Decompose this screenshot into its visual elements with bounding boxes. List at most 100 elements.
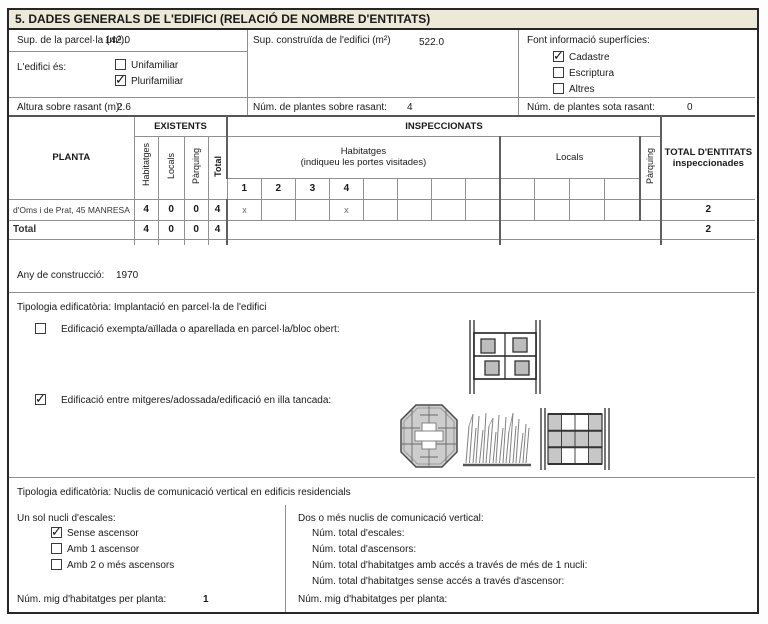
- checkbox-plurifamiliar[interactable]: [115, 72, 126, 88]
- door-number: [362, 177, 398, 200]
- divider: [9, 97, 755, 98]
- door-visited[interactable]: [430, 198, 467, 221]
- col-total: Total: [207, 135, 228, 200]
- cell-total: 4: [207, 198, 228, 221]
- cell-total: 4: [207, 219, 228, 240]
- cell-habitatges: 4: [133, 219, 159, 240]
- checkbox-altres[interactable]: [553, 83, 564, 94]
- divider: [9, 292, 755, 293]
- checkbox-edificacio-mitgeres[interactable]: [35, 391, 46, 407]
- door-number: 3: [294, 177, 330, 200]
- cell-parquing-insp: [638, 198, 662, 221]
- door-visited[interactable]: x: [226, 198, 262, 221]
- checkbox-cadastre[interactable]: [553, 48, 564, 64]
- parcel-area-label: Sup. de la parcel·la (m²):: [17, 35, 128, 46]
- checkbox-unifamiliar[interactable]: [115, 59, 126, 70]
- cell-locals: 0: [157, 198, 185, 221]
- checkbox-escriptura[interactable]: [553, 67, 564, 78]
- construction-year-value[interactable]: 1970: [116, 270, 139, 281]
- cell-parquing: 0: [183, 198, 209, 221]
- planta-header: PLANTA: [9, 115, 135, 200]
- divider: [518, 30, 519, 115]
- source-info-label: Font informació superfícies:: [527, 35, 650, 46]
- door-visited[interactable]: [260, 198, 296, 221]
- checkbox-amb-2-ascensors-label: Amb 2 o més ascensors: [67, 560, 175, 571]
- checkbox-edificacio-exempta[interactable]: [35, 323, 46, 334]
- height-value[interactable]: 2.6: [117, 102, 131, 113]
- avg-dwellings-right-label: Núm. mig d'habitatges per planta:: [298, 594, 448, 605]
- checkbox-altres-label: Altres: [569, 84, 595, 95]
- door-number: 1: [227, 177, 262, 200]
- local-number: [604, 177, 640, 200]
- col-habitatges: Habitatges: [134, 135, 159, 200]
- closed-block-octagon-diagram: [400, 404, 458, 468]
- entities-table: PLANTA EXISTENTS INSPECCIONATS TOTAL D'E…: [9, 115, 755, 245]
- total-elevators-label: Núm. total d'ascensors:: [312, 544, 417, 555]
- avg-dwellings-left-value[interactable]: 1: [203, 594, 209, 605]
- floors-above-value[interactable]: 4: [407, 102, 413, 113]
- checkbox-edificacio-mitgeres-label: Edificació entre mitgeres/adossada/edifi…: [61, 395, 332, 406]
- height-label: Altura sobre rasant (m):: [17, 102, 123, 113]
- door-number: 2: [260, 177, 296, 200]
- door-visited[interactable]: [464, 198, 501, 221]
- typology-cores-title: Tipologia edificatòria: Nuclis de comuni…: [17, 487, 351, 498]
- door-visited[interactable]: [294, 198, 330, 221]
- checkbox-amb-2-ascensors[interactable]: [51, 559, 62, 570]
- door-number: 4: [328, 177, 364, 200]
- local-visited[interactable]: [498, 198, 536, 221]
- existents-header: EXISTENTS: [133, 115, 228, 137]
- checkbox-edificacio-exempta-label: Edificació exempta/aïllada o aparellada …: [61, 324, 340, 335]
- checkbox-cadastre-label: Cadastre: [569, 52, 610, 63]
- checkbox-unifamiliar-label: Unifamiliar: [131, 60, 179, 71]
- checkbox-amb-1-ascensor[interactable]: [51, 543, 62, 554]
- floors-below-value[interactable]: 0: [687, 102, 693, 113]
- built-area-value[interactable]: 522.0: [419, 37, 445, 48]
- building-data-form: 5. DADES GENERALS DE L'EDIFICI (RELACIÓ …: [7, 8, 759, 614]
- door-number: [464, 177, 501, 200]
- habitatges-group-header: Habitatges (indiqueu les portes visitade…: [226, 135, 501, 179]
- checkbox-escriptura-label: Escriptura: [569, 68, 615, 79]
- locals-group-header: Locals: [498, 135, 641, 179]
- divider: [9, 51, 247, 52]
- divider: [247, 30, 248, 115]
- door-visited[interactable]: [396, 198, 432, 221]
- col-parquing: Pàrquing: [183, 135, 209, 200]
- parcel-area-value[interactable]: 142.0: [105, 35, 131, 46]
- total-entitats-header: TOTAL D'ENTITATS inspeccionades: [659, 115, 755, 200]
- local-number: [569, 177, 606, 200]
- row-houses-diagram: [463, 412, 531, 467]
- floors-above-label: Núm. de plantes sobre rasant:: [253, 102, 387, 113]
- checkbox-sense-ascensor[interactable]: [51, 524, 62, 540]
- built-area-label: Sup. construïda de l'edifici (m²): [253, 35, 391, 46]
- total-row-label: Total: [9, 219, 135, 240]
- table-row: d'Oms i de Prat, 45 MANRESA 4 0 0 4 x x …: [9, 198, 755, 221]
- cell-empty: [226, 219, 501, 240]
- single-core-heading: Un sol nucli d'escales:: [17, 513, 116, 524]
- section-title: 5. DADES GENERALS DE L'EDIFICI (RELACIÓ …: [9, 10, 757, 30]
- dwellings-no-elevator-label: Núm. total d'habitatges sense accés a tr…: [312, 576, 565, 587]
- dwellings-multi-core-label: Núm. total d'habitatges amb accés a trav…: [312, 560, 588, 571]
- door-visited[interactable]: x: [328, 198, 364, 221]
- typology-implantation-title: Tipologia edificatòria: Implantació en p…: [17, 302, 267, 313]
- local-visited[interactable]: [569, 198, 606, 221]
- construction-year-label: Any de construcció:: [17, 270, 105, 281]
- cell-habitatges: 4: [133, 198, 159, 221]
- local-number: [498, 177, 536, 200]
- local-visited[interactable]: [534, 198, 571, 221]
- table-total-row: Total 4 0 0 4 2: [9, 219, 755, 240]
- floors-below-label: Núm. de plantes sota rasant:: [527, 102, 655, 113]
- checkbox-amb-1-ascensor-label: Amb 1 ascensor: [67, 544, 140, 555]
- door-number: [396, 177, 432, 200]
- divider: [9, 477, 755, 478]
- cell-total-inspected: 2: [659, 198, 755, 221]
- multi-core-heading: Dos o més nuclis de comunicació vertical…: [298, 513, 484, 524]
- cell-empty: [498, 219, 662, 240]
- col-locals: Locals: [157, 135, 185, 200]
- table-stub-row: [9, 238, 755, 245]
- checkbox-sense-ascensor-label: Sense ascensor: [67, 528, 139, 539]
- door-visited[interactable]: [362, 198, 398, 221]
- divider: [285, 505, 286, 612]
- col-parquing-insp: Pàrquing: [638, 135, 661, 200]
- cell-total-inspected: 2: [659, 219, 755, 240]
- local-visited[interactable]: [604, 198, 641, 221]
